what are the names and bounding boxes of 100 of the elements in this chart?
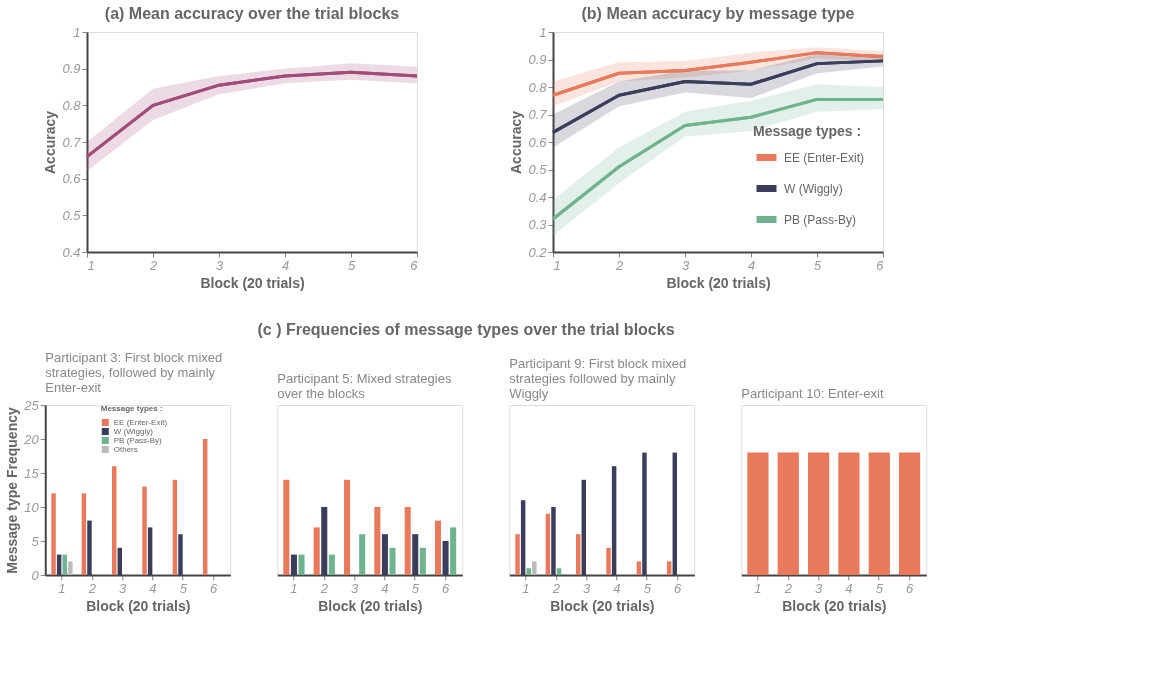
y-tick-label: 15	[24, 465, 40, 481]
bar	[51, 493, 56, 575]
bar	[606, 547, 611, 575]
x-tick-label: 5	[179, 580, 188, 596]
x-tick-label: 2	[148, 257, 158, 273]
bar	[611, 466, 617, 575]
legend-label: PB (Pass-By)	[784, 212, 857, 227]
bar	[389, 547, 396, 575]
y-tick-label: 20	[23, 431, 40, 447]
bar	[374, 507, 381, 575]
y-tick-label: 0.4	[528, 189, 547, 205]
legend-title: Message types :	[753, 123, 862, 139]
chart-title: Participant 9: First block mixed strategies followed by mainly Wiggly	[509, 356, 687, 401]
bar	[313, 527, 320, 575]
bar	[298, 554, 305, 575]
bar	[575, 534, 581, 575]
legend-label: PB (Pass-By)	[113, 435, 163, 445]
x-tick-label: 1	[754, 580, 762, 596]
legend-label: EE (Enter-Exit)	[113, 417, 168, 427]
x-tick-label: 5	[875, 580, 884, 596]
y-axis-title: Message type Frequency	[4, 407, 21, 574]
bar	[290, 554, 297, 575]
bar	[81, 493, 87, 575]
legend-label: Others	[113, 444, 138, 454]
bar	[404, 507, 411, 575]
bar	[532, 561, 537, 575]
y-tick-label: 0.2	[528, 244, 548, 260]
x-tick-label: 3	[681, 257, 690, 273]
bar	[321, 507, 328, 575]
legend-label: W (Wiggly)	[113, 426, 154, 436]
bar	[142, 486, 147, 575]
y-tick-label: 0.7	[528, 107, 548, 122]
x-tick-label: 6	[410, 257, 419, 273]
text: (c ) Frequencies of message types over the trial blocks	[257, 320, 675, 338]
y-tick-label: 0.7	[62, 134, 82, 150]
chart-title: (b) Mean accuracy by message type	[581, 5, 855, 22]
x-tick-label: 4	[845, 580, 853, 596]
x-axis-title: Block (20 trials)	[200, 274, 305, 291]
y-axis-title: Accuracy	[42, 110, 59, 175]
x-tick-label: 1	[87, 257, 95, 273]
x-tick-label: 4	[381, 580, 389, 596]
x-tick-label: 2	[87, 580, 97, 596]
bar	[419, 547, 426, 575]
x-tick-label: 2	[614, 257, 624, 273]
bar	[450, 527, 457, 575]
bar	[642, 452, 647, 575]
bar	[178, 534, 183, 575]
bar	[520, 500, 526, 575]
bar	[434, 520, 442, 575]
bar	[556, 568, 562, 575]
y-tick-label: 10	[24, 499, 40, 515]
y-tick-label: 0.8	[528, 79, 548, 95]
bar	[442, 541, 449, 575]
x-axis-title: Block (20 trials)	[318, 597, 423, 614]
x-tick-label: 6	[673, 580, 682, 596]
x-tick-label: 1	[553, 257, 561, 273]
chart-title: Participant 3: First block mixed strategies, followed by mainly Enter-exit	[45, 350, 223, 395]
x-tick-label: 6	[209, 580, 218, 596]
x-axis-title: Block (20 trials)	[550, 597, 655, 614]
y-tick-label: 1	[539, 24, 547, 40]
x-tick-label: 5	[643, 580, 652, 596]
x-tick-label: 3	[118, 580, 127, 596]
y-tick-label: 0.5	[528, 162, 548, 177]
y-tick-label: 5	[31, 533, 40, 549]
bar	[328, 554, 335, 575]
y-tick-label: 0.3	[528, 217, 548, 232]
bar	[381, 534, 388, 575]
x-tick-label: 4	[281, 257, 290, 273]
bar	[87, 520, 92, 575]
x-axis-title: Block (20 trials)	[666, 274, 771, 291]
chart-title: (a) Mean accuracy over the trial blocks	[104, 5, 400, 22]
x-tick-label: 5	[813, 257, 822, 273]
x-tick-label: 6	[441, 580, 450, 596]
bar	[551, 507, 556, 575]
x-tick-label: 6	[905, 580, 914, 596]
bar	[147, 527, 153, 575]
x-axis-title: Block (20 trials)	[782, 597, 887, 614]
x-tick-label: 3	[582, 580, 591, 596]
bar	[68, 561, 73, 575]
bar	[359, 534, 366, 575]
y-tick-label: 0.6	[528, 134, 548, 150]
x-tick-label: 5	[347, 257, 356, 273]
y-tick-label: 25	[23, 397, 40, 413]
y-tick-label: 1	[73, 24, 81, 40]
bar	[283, 479, 290, 575]
bar	[111, 466, 117, 575]
x-tick-label: 2	[783, 580, 793, 596]
y-tick-label: 0.5	[62, 207, 82, 223]
x-tick-label: 3	[215, 257, 224, 273]
bar	[412, 534, 419, 575]
bar	[666, 561, 672, 575]
x-tick-label: 2	[551, 580, 561, 596]
x-tick-label: 3	[814, 580, 823, 596]
chart-title: Participant 10: Enter-exit	[741, 386, 884, 401]
legend-label: EE (Enter-Exit)	[784, 150, 865, 165]
x-tick-label: 4	[747, 257, 756, 273]
y-tick-label: 0.6	[62, 171, 82, 187]
bar	[526, 568, 531, 575]
y-tick-label: 0.8	[62, 97, 82, 113]
y-tick-label: 0.4	[62, 244, 81, 260]
